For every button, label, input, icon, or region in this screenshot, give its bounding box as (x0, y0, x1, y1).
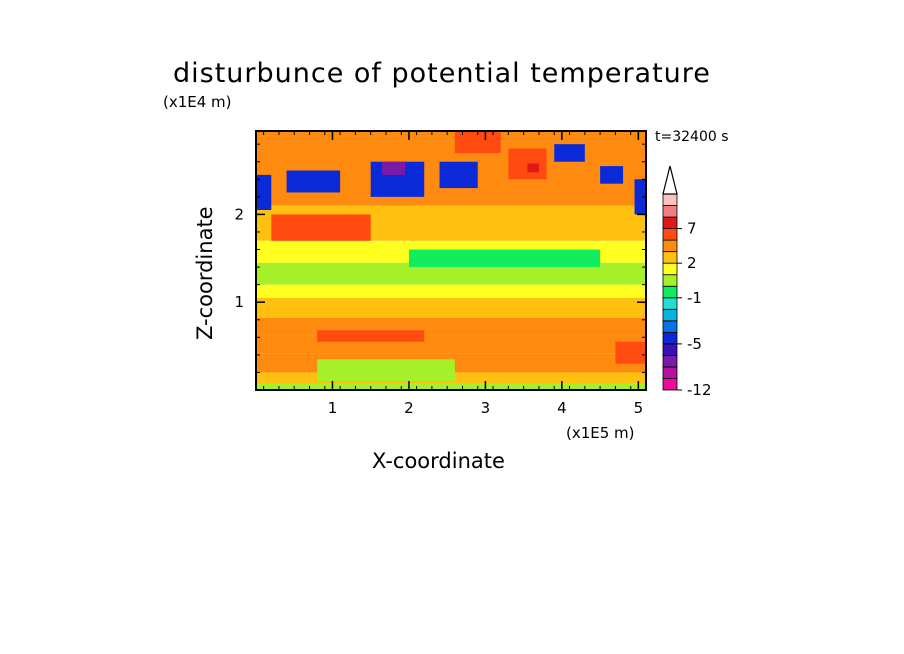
colorbar-label: -1 (687, 289, 702, 307)
heatmap-cell (439, 161, 478, 189)
colorbar-swatch (662, 216, 678, 229)
heatmap-cell (615, 341, 646, 364)
y-tick-label: 2 (234, 205, 244, 223)
heatmap-cell (634, 179, 646, 215)
x-tick-label: 3 (481, 399, 491, 417)
colorbar-swatch (662, 308, 678, 322)
colorbar-extend-arrow (662, 165, 678, 195)
plot-axes: 1 2 3 4 5 1 2 (234, 130, 647, 417)
heatmap-cell (317, 330, 425, 342)
x-axis-label: X-coordinate (372, 449, 505, 473)
x-tick-label: 5 (634, 399, 644, 417)
colorbar-swatch (662, 205, 678, 218)
chart-title: disturbunce of potential temperature (173, 58, 711, 89)
x-tick-label: 2 (404, 399, 414, 417)
heatmap-cell (454, 131, 501, 153)
colorbar-swatch (662, 228, 678, 241)
colorbar-swatch (662, 239, 678, 253)
colorbar-label: -12 (687, 381, 712, 399)
heatmap-cell (271, 214, 371, 241)
heatmap-cell (600, 166, 624, 184)
colorbar-swatch (662, 251, 678, 264)
heatmap-cell (408, 249, 601, 268)
colorbar: 7 2 -1 -5 -12 (662, 165, 712, 399)
colorbar-swatch (662, 355, 678, 368)
colorbar-swatch (662, 262, 678, 276)
colorbar-label: -5 (687, 335, 702, 353)
colorbar-swatch (662, 297, 678, 310)
y-axis-unit: (x1E4 m) (163, 93, 232, 111)
plot-frame (255, 130, 647, 391)
heatmap-cell (256, 335, 646, 354)
heatmap-cell (382, 161, 406, 175)
colorbar-swatch (662, 366, 678, 379)
heatmap-cell (256, 297, 646, 319)
heatmap-cell (286, 170, 341, 193)
colorbar-label: 7 (687, 220, 697, 238)
colorbar-swatch (662, 378, 678, 391)
time-label: t=32400 s (655, 129, 729, 145)
heatmap-cell (527, 163, 539, 173)
heatmap-cell (256, 284, 646, 298)
x-axis-unit: (x1E5 m) (566, 424, 635, 442)
heatmap-cell (317, 359, 455, 382)
heatmap-regions (256, 131, 646, 390)
colorbar-swatch (662, 285, 678, 299)
colorbar-label: 2 (687, 254, 697, 272)
colorbar-swatch (662, 343, 678, 356)
heatmap-cell (256, 318, 646, 336)
x-tick-label: 4 (557, 399, 567, 417)
heatmap-cell (256, 382, 646, 390)
heatmap-cell (256, 174, 272, 211)
heatmap-cell (554, 144, 585, 162)
colorbar-swatch (662, 320, 678, 333)
colorbar-swatch (662, 331, 678, 345)
y-tick-label: 1 (234, 293, 244, 311)
colorbar-swatch (662, 274, 678, 287)
x-tick-label: 1 (328, 399, 338, 417)
heatmap-cell (256, 262, 646, 285)
colorbar-swatch (662, 193, 678, 206)
